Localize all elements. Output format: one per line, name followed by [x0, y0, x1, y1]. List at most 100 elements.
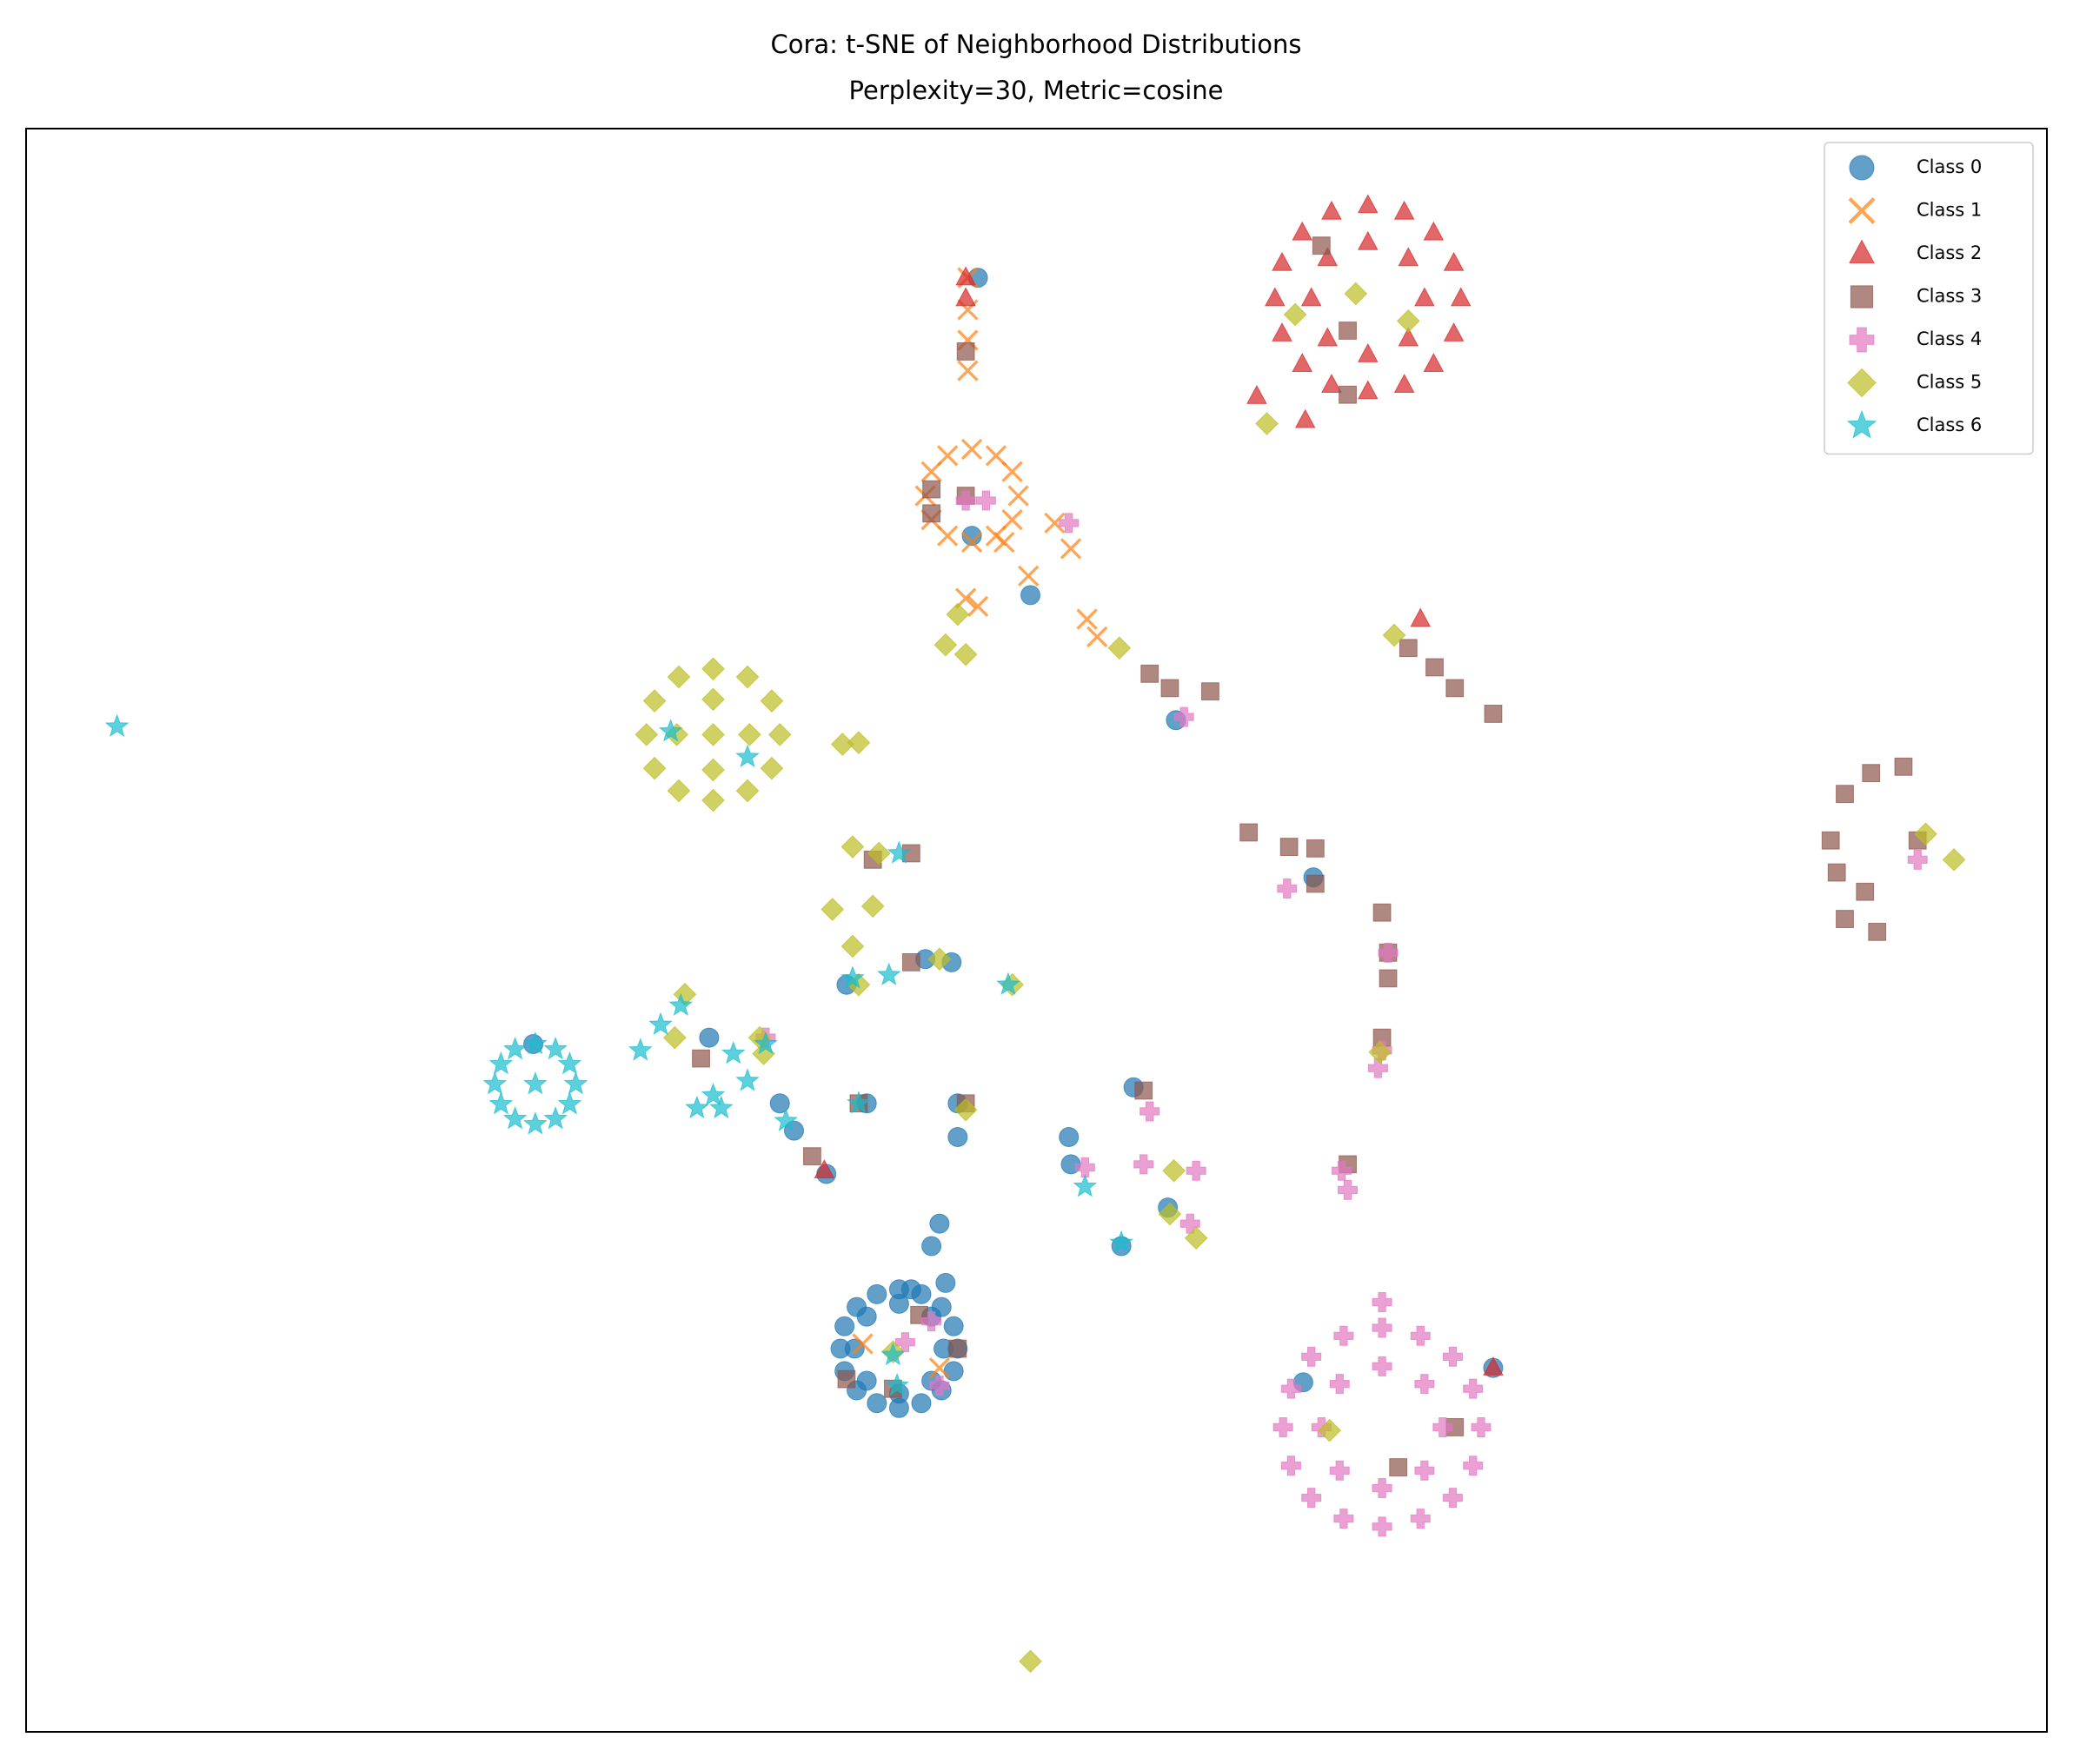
point — [1280, 1456, 1301, 1476]
point — [1414, 287, 1435, 307]
point — [1321, 374, 1342, 393]
point — [760, 756, 784, 780]
point — [1827, 863, 1846, 882]
point — [1372, 1317, 1392, 1338]
point — [922, 504, 940, 523]
point — [927, 947, 952, 972]
point — [921, 1236, 942, 1257]
point — [1294, 408, 1316, 428]
point — [1272, 1416, 1293, 1437]
point — [1158, 1202, 1182, 1226]
point — [846, 1091, 871, 1114]
point — [1074, 1157, 1095, 1178]
point — [667, 665, 691, 689]
point — [837, 1369, 856, 1389]
point — [699, 1027, 720, 1048]
point — [1301, 1488, 1322, 1509]
point — [937, 445, 959, 467]
point — [1357, 342, 1379, 362]
point — [1836, 910, 1854, 928]
point — [1173, 706, 1194, 727]
point — [1277, 879, 1298, 899]
point — [1020, 585, 1041, 606]
point — [946, 602, 970, 627]
point — [1862, 764, 1881, 783]
point — [1344, 282, 1368, 306]
legend-label: Class 1 — [1917, 200, 1982, 221]
point — [1914, 822, 1937, 846]
point — [1442, 1346, 1463, 1367]
point — [1246, 384, 1267, 404]
point — [1389, 1458, 1408, 1476]
point — [701, 687, 725, 712]
point — [488, 1091, 514, 1115]
point — [1272, 322, 1292, 342]
point — [1847, 368, 1877, 398]
point — [648, 1011, 673, 1036]
point — [1301, 1346, 1322, 1367]
point — [840, 934, 865, 958]
point — [876, 962, 901, 985]
point — [920, 461, 942, 482]
point — [960, 438, 983, 461]
axes-frame — [25, 128, 2048, 1733]
point — [1186, 1160, 1206, 1181]
point — [642, 689, 667, 713]
point — [1410, 607, 1432, 627]
point — [961, 526, 982, 547]
point — [960, 531, 983, 554]
point — [1357, 380, 1379, 400]
point — [856, 1306, 877, 1327]
point — [1160, 679, 1179, 698]
legend-label: Class 2 — [1917, 242, 1982, 263]
legend-label: Class 0 — [1917, 156, 1982, 177]
point — [953, 642, 978, 666]
point — [844, 1338, 865, 1359]
point — [1378, 942, 1399, 963]
point — [1001, 509, 1023, 531]
point — [880, 1342, 906, 1366]
point — [1018, 565, 1040, 587]
point — [1162, 1158, 1186, 1183]
point — [840, 835, 865, 859]
point — [922, 480, 940, 499]
point — [888, 1293, 909, 1314]
point — [701, 788, 725, 812]
point — [692, 1049, 710, 1068]
point — [1272, 251, 1292, 271]
point — [628, 1038, 653, 1061]
point — [901, 953, 920, 972]
point — [1868, 922, 1887, 941]
point — [701, 657, 725, 681]
point — [955, 287, 976, 307]
point — [937, 525, 959, 547]
point — [668, 992, 694, 1017]
point — [1059, 513, 1080, 534]
point — [735, 1068, 760, 1091]
point — [1372, 903, 1392, 922]
point — [522, 1071, 548, 1095]
point — [1846, 409, 1877, 439]
point — [104, 713, 130, 738]
point — [943, 1316, 964, 1336]
point — [1255, 412, 1279, 435]
point — [947, 1127, 968, 1148]
point — [1471, 1416, 1492, 1437]
point — [928, 1357, 951, 1379]
point — [814, 1159, 835, 1178]
point — [502, 1106, 528, 1130]
point — [1372, 1356, 1392, 1376]
point — [1338, 1179, 1359, 1200]
point — [1312, 236, 1331, 255]
point — [1140, 664, 1159, 683]
point — [1398, 247, 1419, 267]
point — [1019, 1649, 1042, 1674]
point — [1279, 838, 1299, 856]
point — [900, 1279, 921, 1300]
point — [635, 723, 659, 746]
point — [887, 840, 912, 864]
point — [803, 1147, 821, 1166]
point — [934, 633, 958, 657]
point — [708, 1095, 734, 1119]
point — [967, 595, 989, 617]
